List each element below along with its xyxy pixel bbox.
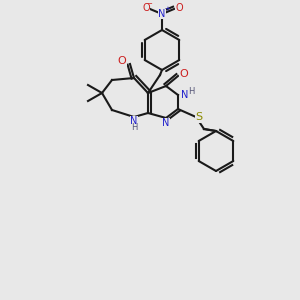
Text: +: + — [164, 6, 170, 12]
Text: H: H — [131, 122, 137, 131]
Text: H: H — [188, 88, 194, 97]
Text: N: N — [181, 90, 189, 100]
Text: −: − — [146, 1, 152, 7]
Text: O: O — [118, 56, 126, 66]
Text: S: S — [195, 112, 203, 122]
Text: N: N — [162, 118, 170, 128]
Text: O: O — [142, 3, 150, 13]
Text: O: O — [175, 3, 183, 13]
Text: N: N — [130, 116, 138, 126]
Text: O: O — [180, 69, 188, 79]
Text: N: N — [158, 9, 166, 19]
